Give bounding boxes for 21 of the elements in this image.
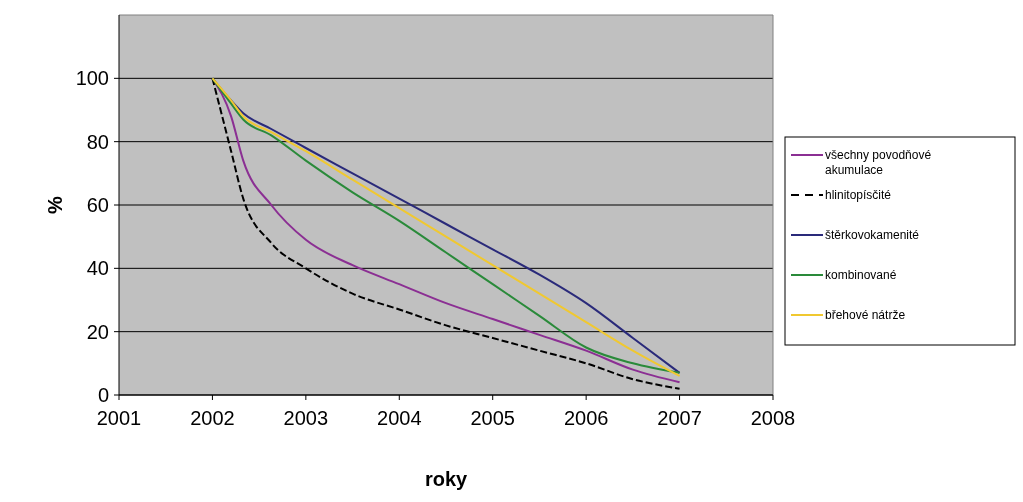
y-tick-label: 20 xyxy=(86,320,109,343)
x-tick-label: 2001 xyxy=(96,407,142,429)
y-tick-label: 0 xyxy=(97,384,109,406)
x-tick-label: 2003 xyxy=(283,407,329,429)
legend-label: břehové nátrže xyxy=(825,308,906,323)
y-tick-label: 60 xyxy=(86,194,109,216)
x-tick-label: 2004 xyxy=(377,407,422,429)
legend-label: všechny povodňové akumulace xyxy=(825,148,932,177)
y-axis-title: % xyxy=(44,195,66,214)
legend-label: štěrkovokamenité xyxy=(825,228,920,243)
legend-label: hlinitopísčité xyxy=(825,188,892,203)
legend-label: kombinované xyxy=(825,268,897,283)
x-tick-label: 2008 xyxy=(750,407,796,429)
x-tick-label: 2002 xyxy=(190,407,235,429)
x-tick-label: 2007 xyxy=(657,407,702,429)
x-tick-label: 2005 xyxy=(470,407,515,429)
x-tick-label: 2006 xyxy=(563,407,609,429)
x-axis-title: roky xyxy=(424,468,468,490)
y-tick-label: 80 xyxy=(86,130,109,153)
y-tick-label: 100 xyxy=(75,67,109,90)
y-tick-label: 40 xyxy=(86,257,109,280)
